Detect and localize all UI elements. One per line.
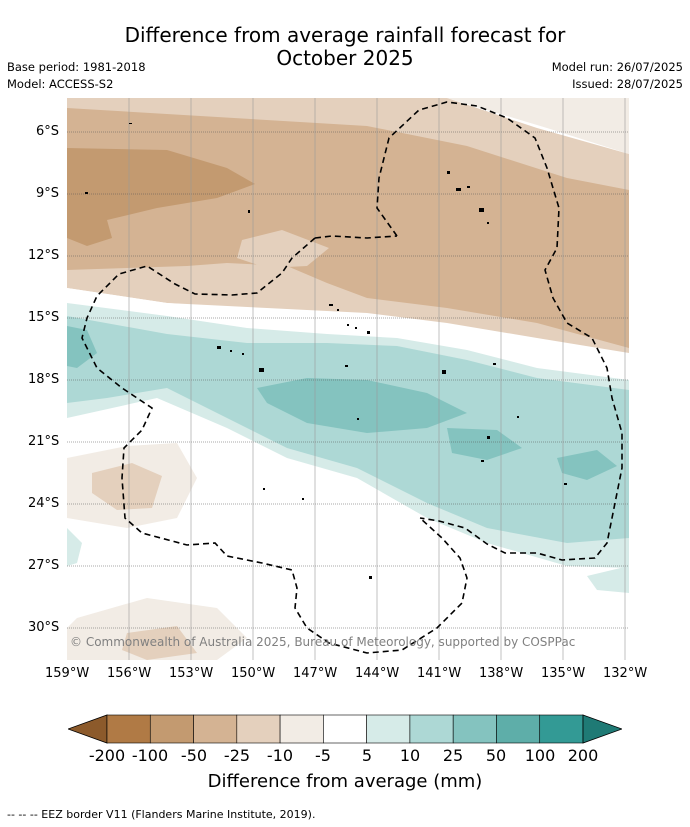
model-name: Model: ACCESS-S2 — [7, 77, 114, 91]
wet-band-50 — [257, 378, 467, 433]
colorbar-label: 200 — [567, 746, 599, 765]
lon-tick: 159°W — [45, 666, 90, 681]
dry-patch-south-3 — [92, 463, 162, 510]
wet-patch-west — [67, 326, 97, 368]
lat-tick: 12°S — [28, 248, 60, 263]
lon-tick: 132°W — [603, 666, 648, 681]
lon-tick: 135°W — [541, 666, 586, 681]
colorbar-cell — [236, 714, 281, 744]
lon-tick: 141°W — [417, 666, 462, 681]
lon-tick: 138°W — [479, 666, 524, 681]
meridians — [128, 98, 626, 660]
wet-patch-far-east — [557, 450, 617, 480]
colorbar-label: 25 — [442, 746, 464, 765]
lat-tick: 27°S — [28, 558, 60, 573]
dry-band-light-north — [67, 98, 629, 154]
title-line-2: October 2025 — [276, 46, 414, 70]
colorbar-cells — [106, 714, 584, 744]
white-gap-band — [67, 288, 629, 378]
copyright-text: © Commonwealth of Australia 2025, Bureau… — [70, 635, 575, 649]
colorbar-label: -5 — [315, 746, 331, 765]
lon-tick: 144°W — [355, 666, 400, 681]
colorbar-cell — [323, 714, 367, 744]
map-title: Difference from average rainfall forecas… — [0, 24, 690, 70]
colorbar-label: 5 — [361, 746, 373, 765]
colorbar-label: -100 — [131, 746, 169, 765]
title-line-1: Difference from average rainfall forecas… — [124, 23, 566, 47]
lat-tick: 24°S — [28, 496, 60, 511]
model-run: Model run: 26/07/2025 — [551, 60, 683, 74]
colorbar-label: -10 — [266, 746, 294, 765]
dry-patch-south-4 — [122, 626, 197, 660]
meta-left: Base period: 1981-2018 Model: ACCESS-S2 — [7, 59, 146, 93]
lat-tick: 18°S — [28, 372, 60, 387]
meta-right: Model run: 26/07/2025 Issued: 28/07/2025 — [552, 59, 683, 93]
islands — [85, 123, 567, 579]
gridlines — [67, 131, 629, 629]
dry-band-brown — [67, 148, 255, 246]
wet-patch-se — [587, 566, 629, 593]
lon-tick: 147°W — [293, 666, 338, 681]
base-period: Base period: 1981-2018 — [7, 60, 146, 74]
colorbar-right-arrow — [582, 714, 622, 744]
lat-tick: 21°S — [28, 434, 60, 449]
colorbar-cell — [193, 714, 238, 744]
lat-tick: 6°S — [36, 124, 60, 139]
colorbar-cell — [106, 714, 151, 744]
eez-footnote: -- -- -- EEZ border V11 (Flanders Marine… — [7, 808, 316, 821]
colorbar-cell — [452, 714, 497, 744]
colorbar-left-arrow — [68, 714, 108, 744]
colorbar-label: -50 — [180, 746, 208, 765]
rainfall-map: © Commonwealth of Australia 2025, Bureau… — [67, 98, 629, 660]
lat-tick: 30°S — [28, 620, 60, 635]
wet-patch-east — [447, 428, 522, 460]
eez-borders — [81, 101, 623, 654]
lon-tick: 153°W — [169, 666, 214, 681]
colorbar — [68, 714, 622, 744]
colorbar-label: -25 — [223, 746, 251, 765]
wet-patch-sw — [67, 528, 82, 566]
lat-tick: 9°S — [36, 186, 60, 201]
dry-patch-beige — [237, 230, 329, 268]
colorbar-label: 10 — [399, 746, 421, 765]
lat-tick: 15°S — [28, 310, 60, 325]
colorbar-cell — [409, 714, 454, 744]
colorbar-cell — [539, 714, 584, 744]
colorbar-cell — [496, 714, 541, 744]
colorbar-cell — [366, 714, 411, 744]
lon-tick: 150°W — [231, 666, 276, 681]
colorbar-title: Difference from average (mm) — [207, 771, 483, 792]
colorbar-label: -200 — [88, 746, 126, 765]
issued-date: Issued: 28/07/2025 — [572, 77, 683, 91]
lon-tick: 156°W — [107, 666, 152, 681]
colorbar-label: 50 — [485, 746, 507, 765]
colorbar-cell — [279, 714, 324, 744]
colorbar-cell — [149, 714, 194, 744]
colorbar-label: 100 — [524, 746, 556, 765]
